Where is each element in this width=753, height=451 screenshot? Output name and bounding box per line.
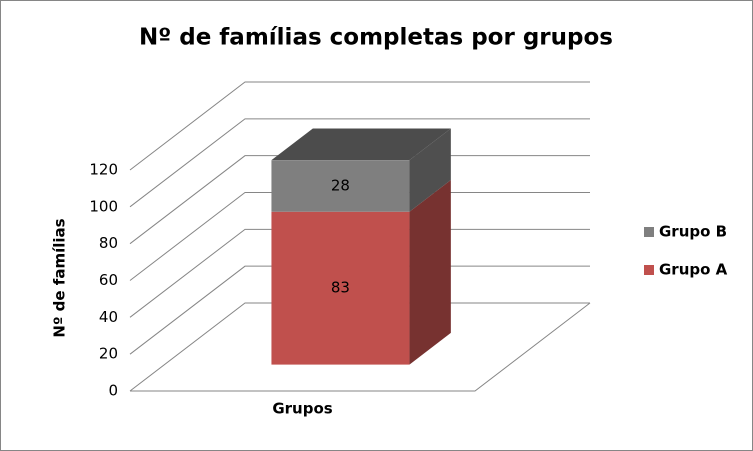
y-tick-label: 80: [99, 234, 118, 252]
grid-line: [129, 192, 590, 281]
bar-side: [409, 180, 451, 365]
grid-line: [129, 302, 590, 392]
grid-line: [129, 228, 590, 318]
grid-line: [129, 155, 590, 245]
y-tick-label: 0: [108, 382, 118, 400]
y-tick-label: 20: [99, 345, 118, 363]
y-tick-label: 40: [99, 308, 118, 326]
y-axis-label: Nº de famílias: [51, 218, 69, 337]
bar-side: [409, 128, 451, 212]
bar-top: [271, 128, 451, 161]
x-tick-label: Grupos: [272, 400, 332, 418]
legend-swatch: [644, 227, 654, 237]
legend-swatch: [644, 265, 654, 275]
data-label: 83: [331, 279, 350, 297]
grid-line: [129, 81, 590, 171]
bar-segment: [271, 128, 451, 212]
grid-line: [129, 118, 590, 208]
bar-front: [271, 160, 410, 212]
y-tick-label: 60: [99, 271, 118, 289]
legend-label: Grupo B: [659, 223, 727, 241]
y-tick-label: 120: [89, 161, 118, 179]
bar-front: [271, 211, 410, 365]
data-label: 28: [331, 176, 350, 194]
legend-label: Grupo A: [659, 261, 728, 279]
bar-segment: [271, 180, 451, 365]
floor: [130, 302, 591, 392]
grid-line: [129, 265, 590, 355]
chart-title: Nº de famílias completas por grupos: [139, 25, 613, 51]
y-tick-label: 100: [89, 197, 118, 215]
